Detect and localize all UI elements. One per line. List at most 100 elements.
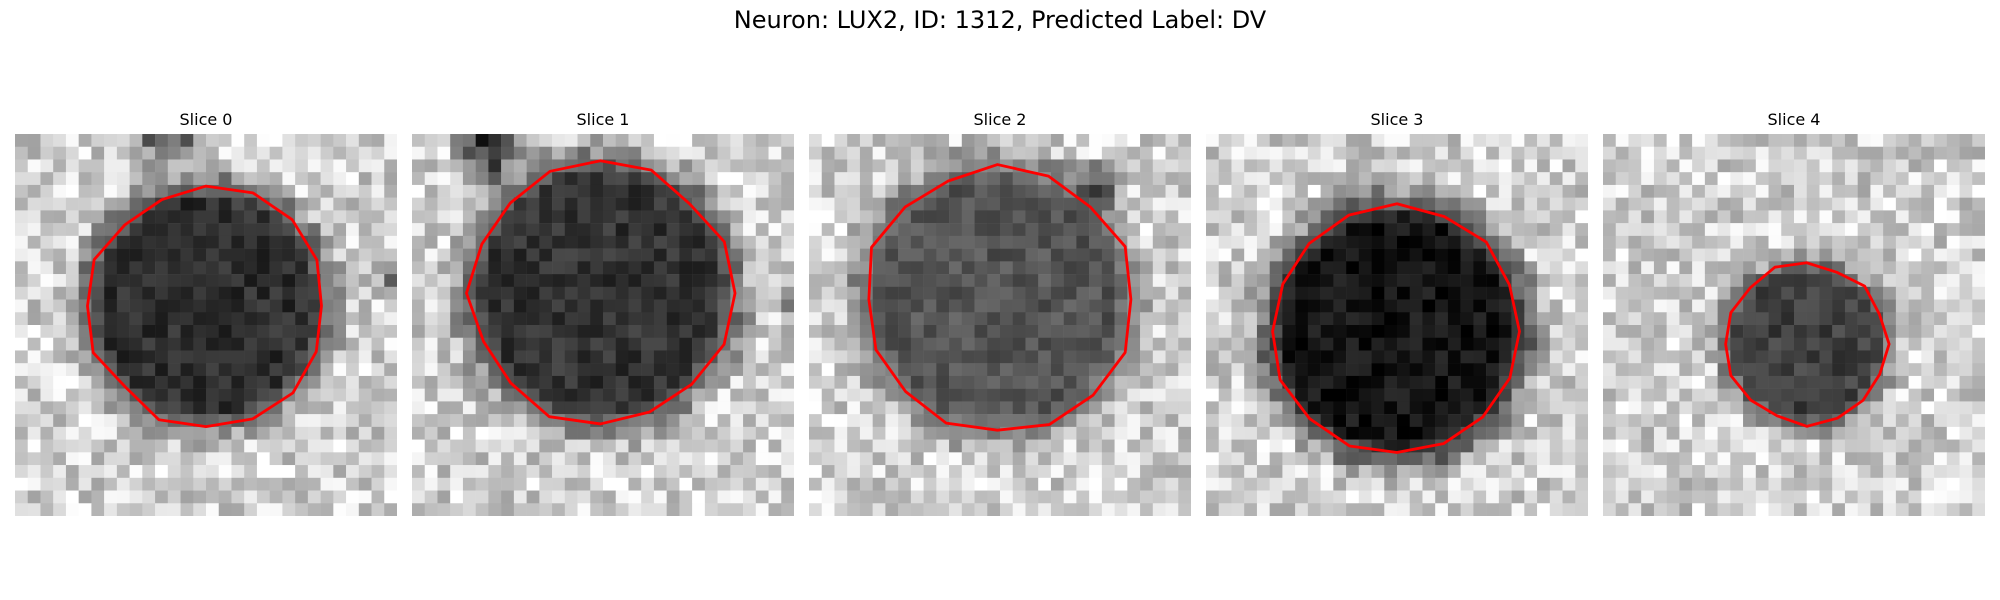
pixel-cell [513, 248, 527, 262]
pixel-cell [295, 503, 309, 516]
pixel-cell [1076, 439, 1090, 453]
pixel-cell [231, 350, 245, 364]
pixel-cell [666, 235, 680, 249]
pixel-cell [615, 503, 629, 516]
pixel-cell [142, 375, 156, 389]
pixel-cell [898, 503, 912, 516]
pixel-cell [1384, 426, 1398, 440]
pixel-cell [539, 134, 553, 147]
pixel-cell [768, 248, 782, 262]
pixel-cell [1025, 325, 1039, 338]
pixel-cell [1755, 490, 1769, 504]
pixel-cell [1562, 477, 1576, 491]
pixel-cell [488, 503, 502, 516]
pixel-cell [847, 146, 861, 160]
pixel-cell [1653, 363, 1667, 377]
pixel-cell [513, 312, 527, 326]
pixel-cell [1524, 477, 1538, 491]
pixel-cell [1730, 184, 1744, 198]
pixel-cell [628, 210, 642, 224]
pixel-cell [628, 426, 642, 440]
pixel-cell [1511, 439, 1525, 453]
pixel-cell [1101, 465, 1115, 479]
pixel-cell [1000, 210, 1013, 224]
pixel-cell [1615, 465, 1629, 479]
pixel-cell [872, 465, 886, 479]
pixel-cell [1921, 299, 1935, 313]
pixel-cell [1679, 197, 1693, 211]
pixel-cell [295, 286, 309, 300]
pixel-cell [859, 159, 873, 173]
pixel-cell [564, 312, 578, 326]
pixel-cell [384, 325, 397, 338]
pixel-cell [1781, 261, 1795, 275]
pixel-cell [936, 465, 950, 479]
pixel-cell [743, 401, 757, 415]
pixel-cell [1012, 223, 1026, 237]
pixel-cell [1692, 350, 1706, 364]
pixel-cell [1575, 197, 1588, 211]
pixel-cell [1537, 388, 1551, 402]
pixel-cell [1755, 337, 1769, 351]
pixel-cell [231, 452, 245, 466]
pixel-cell [1549, 375, 1563, 389]
pixel-cell [755, 223, 769, 237]
pixel-cell [1908, 172, 1922, 186]
pixel-cell [155, 248, 169, 262]
pixel-cell [104, 184, 118, 198]
pixel-cell [1934, 146, 1948, 160]
pixel-cell [834, 286, 848, 300]
pixel-cell [539, 477, 553, 491]
pixel-cell [898, 274, 912, 288]
pixel-cell [1244, 503, 1258, 516]
pixel-cell [424, 439, 438, 453]
pixel-cell [1511, 210, 1525, 224]
pixel-cell [1549, 261, 1563, 275]
pixel-cell [1575, 248, 1588, 262]
pixel-cell [488, 465, 502, 479]
pixel-cell [1946, 210, 1960, 224]
pixel-cell [704, 414, 718, 428]
pixel-cell [513, 452, 527, 466]
pixel-cell [1384, 210, 1398, 224]
pixel-cell [218, 274, 232, 288]
pixel-cell [821, 223, 835, 237]
pixel-cell [1140, 197, 1154, 211]
pixel-cell [1921, 159, 1935, 173]
pixel-cell [1358, 414, 1372, 428]
pixel-cell [1101, 439, 1115, 453]
pixel-cell [1615, 286, 1629, 300]
pixel-cell [1447, 414, 1461, 428]
pixel-cell [755, 274, 769, 288]
pixel-cell [1730, 503, 1744, 516]
pixel-cell [1127, 490, 1141, 504]
pixel-cell [1562, 363, 1576, 377]
pixel-cell [1832, 490, 1846, 504]
pixel-cell [1628, 337, 1642, 351]
pixel-cell [1460, 503, 1474, 516]
pixel-cell [1384, 235, 1398, 249]
pixel-cell [1178, 261, 1191, 275]
pixel-cell [424, 223, 438, 237]
pixel-cell [949, 426, 963, 440]
pixel-cell [666, 401, 680, 415]
pixel-cell [1603, 375, 1616, 389]
pixel-cell [768, 184, 782, 198]
pixel-cell [244, 312, 258, 326]
pixel-cell [1409, 452, 1423, 466]
pixel-cell [1781, 503, 1795, 516]
pixel-cell [1921, 134, 1935, 147]
pixel-cell [1883, 197, 1897, 211]
pixel-cell [333, 401, 347, 415]
pixel-cell [65, 452, 79, 466]
pixel-cell [1641, 439, 1655, 453]
pixel-cell [859, 172, 873, 186]
pixel-cell [91, 375, 105, 389]
pixel-cell [1692, 337, 1706, 351]
pixel-cell [1384, 312, 1398, 326]
pixel-cell [1244, 210, 1258, 224]
pixel-cell [167, 375, 181, 389]
pixel-cell [1231, 172, 1245, 186]
pixel-cell [412, 465, 425, 479]
pixel-cell [539, 286, 553, 300]
